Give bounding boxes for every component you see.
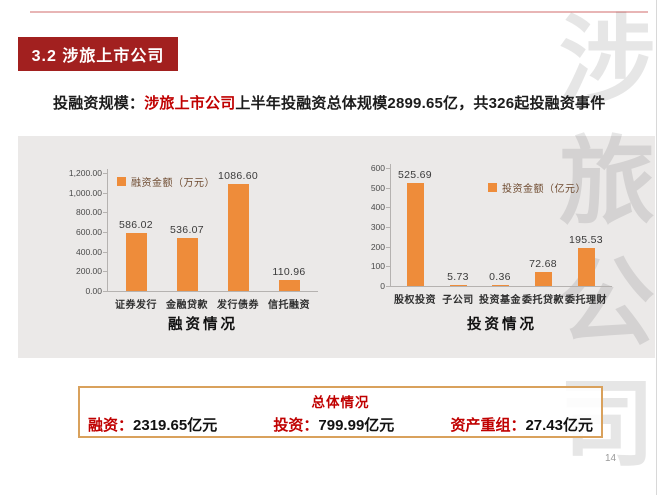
headline-highlight: 涉旅上市公司 [144, 95, 236, 112]
bar [577, 248, 595, 286]
summary-item-value: 2319.65亿元 [133, 417, 218, 434]
bar-value-label: 536.07 [170, 224, 204, 236]
y-tick-label: 600 [370, 163, 385, 173]
watermark-vertical-text: 涉旅公司 [556, 0, 658, 484]
summary-item-financing: 融资：2319.65亿元 [88, 414, 217, 435]
y-tick-mark [386, 286, 390, 287]
bar-value-label: 586.02 [119, 219, 153, 231]
y-tick-label: 200 [370, 241, 385, 252]
summary-item-label: 资产重组： [450, 417, 526, 434]
y-tick-label: 600.00 [76, 227, 102, 237]
x-category-label: 投资基金 [479, 295, 521, 306]
y-tick-mark [103, 232, 107, 233]
x-category-label: 股权投资 [394, 295, 436, 306]
watermark-char: 公 [559, 246, 655, 359]
y-tick-label: 500 [370, 182, 385, 193]
bar [534, 272, 552, 286]
summary-item-investment: 投资：799.99亿元 [273, 414, 394, 435]
y-tick-label: 200.00 [76, 266, 102, 277]
y-tick-mark [386, 246, 390, 248]
y-axis [107, 169, 108, 292]
y-tick-label: 1,000.00 [68, 187, 102, 198]
headline-prefix: 投融资规模： [53, 95, 145, 112]
bar [227, 184, 249, 291]
y-tick-label: 300 [370, 222, 385, 232]
bar-value-label: 110.96 [272, 266, 306, 278]
bar-value-label: 525.69 [398, 169, 432, 181]
legend-swatch-icon [488, 183, 497, 192]
x-category-label: 委托贷款 [522, 295, 564, 306]
section-badge-label: 3.2 涉旅上市公司 [31, 48, 165, 65]
y-tick-label: 0.00 [85, 286, 102, 296]
watermark-char: 旅 [559, 125, 655, 238]
y-tick-label: 100 [370, 261, 385, 272]
summary-item-restructuring: 资产重组：27.43亿元 [450, 414, 593, 435]
summary-box-title: 总体情况 [311, 395, 370, 410]
chart-legend: 融资金额（万元） [117, 174, 215, 189]
chart-title: 投资情况 [467, 317, 537, 333]
y-tick-label: 400 [370, 202, 385, 213]
y-tick-label: 800.00 [76, 207, 102, 218]
y-tick-label: 1,200.00 [68, 168, 102, 178]
chart-legend: 投资金额（亿元） [488, 180, 586, 195]
y-tick-mark [103, 173, 107, 174]
x-category-label: 委托理财 [565, 295, 607, 306]
y-tick-mark [103, 291, 107, 292]
x-axis [107, 291, 318, 292]
legend-label: 投资金额（亿元） [502, 184, 586, 195]
bar-value-label: 0.36 [489, 271, 511, 283]
y-tick-label: 0 [380, 281, 385, 291]
summary-box-row: 融资：2319.65亿元 投资：799.99亿元 资产重组：27.43亿元 [80, 411, 601, 435]
y-tick-mark [386, 187, 390, 189]
bar-value-label: 5.73 [447, 271, 469, 283]
bar-value-label: 72.68 [529, 258, 557, 270]
legend-label: 融资金额（万元） [131, 178, 215, 189]
section-badge: 3.2 涉旅上市公司 [18, 37, 178, 71]
y-axis [390, 164, 391, 287]
y-tick-mark [103, 212, 107, 214]
page-number: 14 [605, 453, 617, 464]
bar [491, 285, 509, 286]
legend-swatch-icon [117, 177, 126, 186]
bar [176, 238, 198, 291]
top-accent-rule [30, 11, 648, 13]
bar [125, 233, 147, 291]
y-tick-mark [386, 207, 390, 209]
bar [406, 183, 424, 286]
headline-suffix: 上半年投融资总体规模2899.65亿，共326起投融资事件 [235, 95, 606, 112]
bar [449, 285, 467, 286]
headline: 投融资规模：涉旅上市公司上半年投融资总体规模2899.65亿，共326起投融资事… [53, 92, 653, 113]
x-category-label: 信托融资 [268, 300, 310, 311]
x-category-label: 发行债券 [217, 300, 259, 311]
summary-item-label: 投资： [273, 417, 319, 434]
watermark-char: 涉 [559, 4, 655, 117]
summary-item-value: 27.43亿元 [525, 417, 593, 434]
slide-right-edge-line [656, 0, 657, 495]
x-category-label: 金融贷款 [166, 300, 208, 311]
bar-value-label: 195.53 [569, 234, 603, 246]
chart-title: 融资情况 [168, 317, 238, 333]
y-tick-mark [103, 251, 107, 253]
x-axis [390, 286, 612, 287]
y-tick-mark [386, 227, 390, 228]
y-tick-mark [103, 271, 107, 273]
y-tick-mark [386, 266, 390, 268]
charts-background-panel [18, 136, 655, 358]
x-category-label: 子公司 [442, 295, 474, 306]
summary-box: 总体情况 融资：2319.65亿元 投资：799.99亿元 资产重组：27.43… [78, 386, 603, 438]
y-tick-mark [103, 192, 107, 194]
y-tick-label: 400.00 [76, 246, 102, 257]
summary-item-label: 融资： [88, 417, 134, 434]
bar-value-label: 1086.60 [217, 170, 259, 182]
summary-item-value: 799.99亿元 [318, 417, 395, 434]
y-tick-mark [386, 168, 390, 169]
x-category-label: 证券发行 [115, 300, 157, 311]
bar [278, 280, 300, 291]
